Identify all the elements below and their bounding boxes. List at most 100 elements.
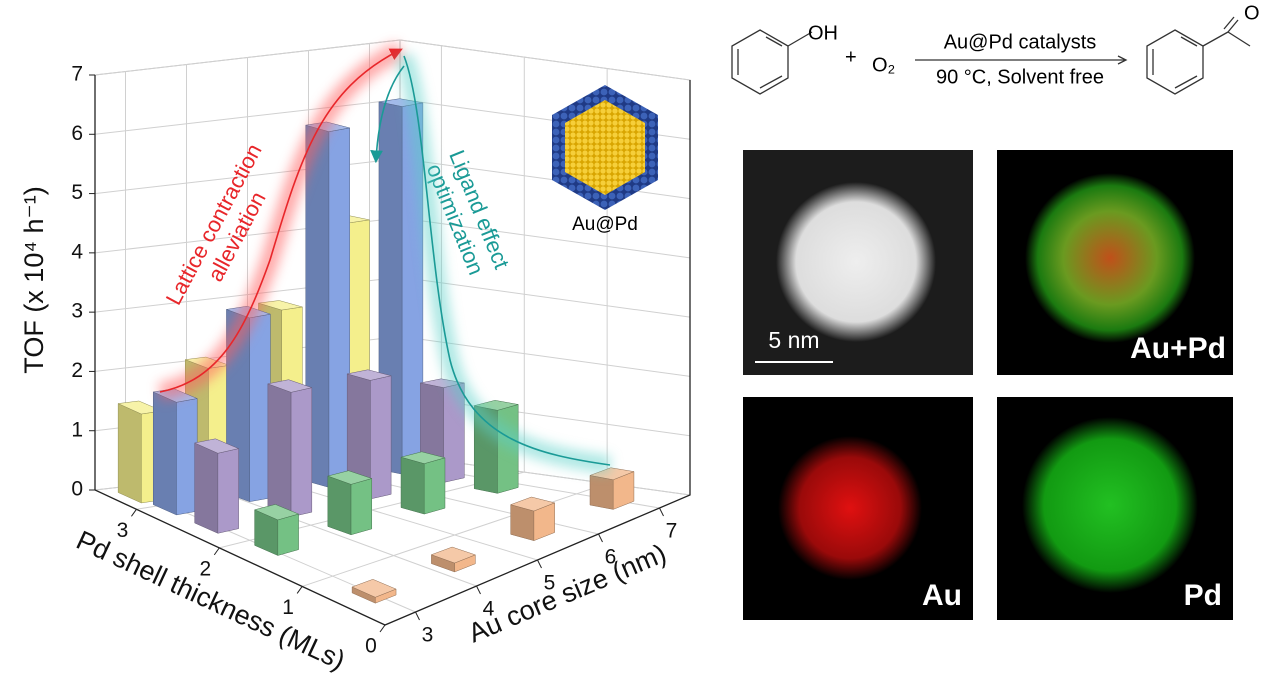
z-tick-label: 1 bbox=[71, 418, 83, 441]
x-tick-label: 7 bbox=[666, 520, 678, 543]
bond bbox=[1227, 31, 1251, 47]
scale-label: 5 nm bbox=[768, 327, 819, 353]
bar-left-face bbox=[194, 442, 219, 534]
bond bbox=[1174, 75, 1198, 89]
grid-line bbox=[94, 39, 691, 81]
catalyst: Au@Pd catalysts bbox=[944, 31, 1097, 53]
conditions: 90 °C, Solvent free bbox=[936, 66, 1104, 88]
bond bbox=[765, 36, 783, 47]
particle bbox=[1022, 417, 1198, 593]
bar-front-face bbox=[249, 313, 271, 502]
bar-left-face bbox=[400, 456, 425, 515]
z-tick-label: 0 bbox=[71, 478, 83, 501]
teal-curve bbox=[403, 55, 611, 466]
particle bbox=[778, 436, 922, 580]
bar bbox=[326, 470, 373, 536]
microscopy-panels: 5 nm Au+Pd Au Pd bbox=[743, 150, 1233, 620]
reaction-scheme bbox=[731, 16, 1251, 95]
oh: OH bbox=[808, 22, 838, 44]
bar bbox=[351, 579, 397, 604]
z-tick-label: 4 bbox=[71, 240, 83, 263]
bar-top-face bbox=[400, 451, 446, 464]
tick-mark bbox=[415, 611, 420, 621]
grid-line bbox=[219, 57, 525, 549]
teal-arrow bbox=[370, 65, 405, 164]
bar bbox=[152, 388, 199, 516]
bar-top-face bbox=[193, 438, 240, 454]
scheme-texts: OH + O₂ Au@Pd catalysts 90 °C, Solvent f… bbox=[808, 2, 1260, 88]
bar-front-face bbox=[328, 127, 350, 488]
bar bbox=[193, 438, 240, 534]
bond bbox=[1180, 36, 1198, 47]
particle bbox=[776, 182, 936, 342]
bar-left-face bbox=[267, 383, 292, 518]
oxygen: O₂ bbox=[872, 54, 895, 76]
trend-arrows bbox=[157, 41, 612, 474]
au-core bbox=[565, 100, 645, 195]
panel-label: Pd bbox=[1184, 579, 1222, 612]
tick-mark bbox=[537, 559, 542, 569]
bar-top-face bbox=[253, 504, 300, 521]
red-arrow bbox=[159, 48, 403, 393]
bar-top-face bbox=[589, 467, 635, 481]
z-tick-label: 3 bbox=[71, 300, 83, 323]
bar-top-face bbox=[351, 579, 397, 598]
bar-top-face bbox=[347, 369, 392, 381]
x-tick-label: 4 bbox=[483, 598, 495, 621]
bond bbox=[787, 31, 813, 47]
bar bbox=[253, 504, 300, 556]
plus: + bbox=[845, 46, 857, 68]
tick-mark bbox=[296, 586, 303, 594]
bar bbox=[400, 451, 446, 515]
x-tick-label: 6 bbox=[605, 546, 617, 569]
bond bbox=[1227, 19, 1239, 33]
bar-front-face bbox=[217, 448, 239, 534]
z-tick-label: 7 bbox=[71, 63, 83, 86]
panel-label: Au+Pd bbox=[1130, 332, 1226, 365]
bond bbox=[1202, 31, 1229, 47]
bar bbox=[305, 121, 350, 488]
bar-top-face bbox=[509, 496, 556, 512]
bar-top-face bbox=[258, 300, 303, 311]
tick-mark bbox=[131, 508, 137, 517]
bar-front-face bbox=[350, 478, 373, 536]
panel-label: Au bbox=[922, 579, 962, 612]
y-tick-label: 2 bbox=[199, 557, 211, 580]
bond bbox=[759, 75, 783, 89]
arrow-head bbox=[1117, 55, 1128, 65]
tick-mark bbox=[213, 547, 220, 556]
bond bbox=[1223, 16, 1235, 30]
z-tick-label: 2 bbox=[71, 359, 83, 382]
bar bbox=[346, 369, 392, 500]
bar-front-face bbox=[176, 398, 198, 516]
z-tick-label: 5 bbox=[71, 181, 83, 204]
benzene-ring bbox=[1146, 29, 1204, 95]
z-axis-title: TOF (x 10⁴ h⁻¹) bbox=[19, 186, 49, 373]
bar3d-chart: 0 1 2 3 4 5 6 7 3 4 5 6 7 0 1 2 3 TOF (x 10⁴ h⁻¹) Pd shell… bbox=[19, 39, 691, 676]
tick-mark bbox=[659, 507, 664, 517]
axis-line bbox=[94, 75, 691, 626]
benzene-ring bbox=[731, 29, 789, 95]
tick-mark bbox=[379, 624, 386, 633]
x-tick-label: 5 bbox=[544, 572, 556, 595]
bar bbox=[226, 305, 272, 503]
bar-left-face bbox=[117, 403, 142, 504]
tick-mark bbox=[598, 533, 603, 543]
bar-front-face bbox=[423, 457, 446, 515]
bar-top-face bbox=[326, 470, 373, 485]
bar bbox=[266, 379, 313, 518]
bar-left-face bbox=[152, 391, 177, 516]
y-tick-label: 0 bbox=[365, 635, 377, 658]
bar bbox=[430, 546, 477, 573]
y-tick-label: 1 bbox=[282, 596, 294, 619]
y-axis-title: Pd shell thickness (MLs) bbox=[72, 525, 350, 676]
bar-top-face bbox=[430, 546, 477, 564]
inset-label: Au@Pd bbox=[572, 214, 638, 235]
tick-mark bbox=[476, 585, 481, 595]
ketone-o: O bbox=[1244, 2, 1260, 24]
bar-front-face bbox=[277, 513, 299, 556]
particle bbox=[1025, 173, 1195, 343]
y-tick-label: 3 bbox=[117, 519, 129, 542]
x-tick-label: 3 bbox=[422, 624, 434, 647]
